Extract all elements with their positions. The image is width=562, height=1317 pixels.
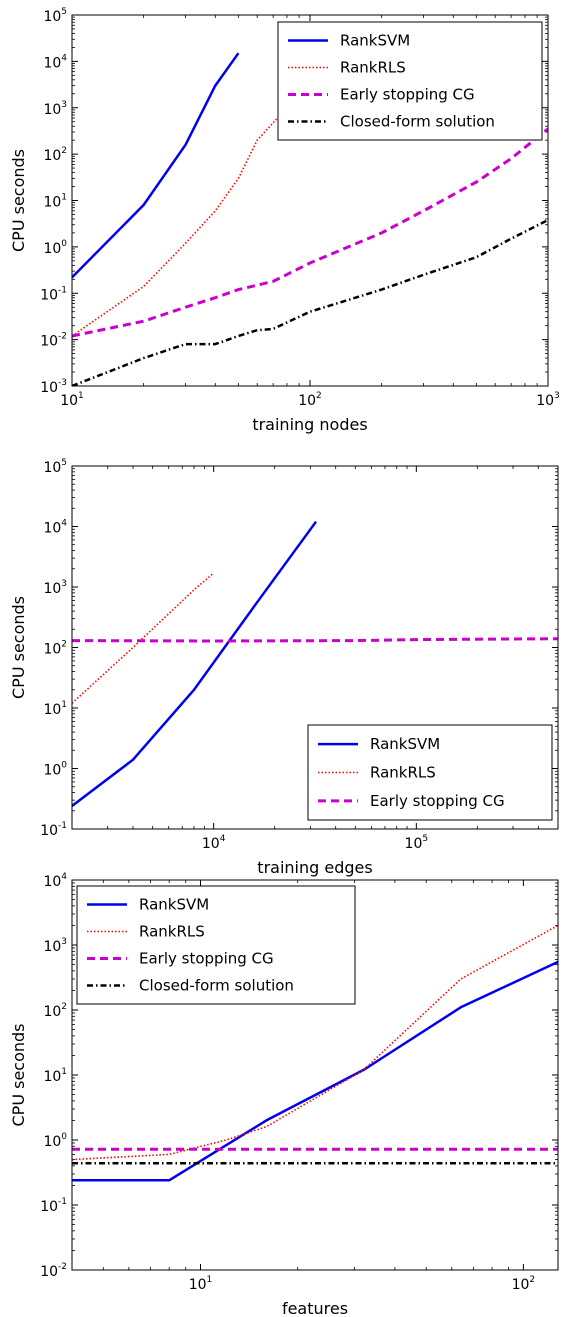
y-tick-label: 101	[43, 193, 67, 211]
y-tick-label: 10-1	[40, 1197, 67, 1215]
series-line-ranksvm	[72, 52, 240, 279]
x-tick-label: 103	[536, 391, 560, 409]
x-tick-label: 102	[512, 1275, 536, 1293]
legend-label: Early stopping CG	[340, 86, 475, 104]
y-tick-label: 100	[43, 761, 67, 779]
y-tick-label: 100	[43, 1132, 67, 1150]
y-tick-label: 104	[43, 519, 67, 537]
legend: RankSVM RankRLS Early stopping CG Closed-fo…	[277, 21, 543, 141]
series-line-closed-form-solution	[72, 218, 548, 386]
y-tick-label: 102	[43, 640, 67, 658]
legend-label: RankSVM	[340, 32, 410, 50]
legend-label: Early stopping CG	[139, 950, 274, 968]
x-tick-label: 102	[298, 391, 322, 409]
y-tick-label: 10-1	[40, 285, 67, 303]
series-line-early-stopping-cg	[72, 127, 548, 338]
y-tick-label: 10-1	[40, 821, 67, 839]
y-tick-label: 104	[43, 53, 67, 71]
legend-label: Closed-form solution	[340, 113, 495, 131]
series-group	[72, 924, 558, 1182]
y-tick-label: 105	[43, 7, 67, 25]
y-tick-label: 10-2	[40, 332, 67, 350]
x-axis-title: training edges	[257, 858, 372, 877]
series-group	[72, 52, 548, 386]
y-tick-label: 100	[43, 239, 67, 257]
x-axis-title: training nodes	[252, 415, 367, 434]
y-tick-label: 102	[43, 146, 67, 164]
x-tick-label: 104	[202, 834, 226, 852]
legend-box	[307, 724, 553, 821]
legend-label: RankRLS	[139, 923, 205, 941]
legend-label: RankRLS	[370, 764, 436, 782]
legend-label: RankSVM	[139, 896, 209, 914]
x-axis-title: features	[282, 1299, 348, 1317]
legend-label: RankSVM	[370, 735, 440, 753]
legend-label: Early stopping CG	[370, 792, 505, 810]
y-tick-label: 10-3	[40, 378, 67, 396]
legend-label: Closed-form solution	[139, 977, 294, 995]
chart-panel-1: 101 102 103 10-3 10-2 10-1 100 101 102 103 104 105 t…	[9, 7, 560, 434]
y-tick-label: 103	[43, 100, 67, 118]
legend: RankSVM RankRLS Early stopping CG Closed-fo…	[76, 885, 356, 1005]
series-line-ranksvm	[72, 960, 558, 1182]
chart-panel-2: 104 105 10-1 100 101 102 103 104 105 training edg…	[9, 458, 559, 877]
y-axis-title: CPU seconds	[9, 1023, 28, 1126]
y-tick-label: 103	[43, 579, 67, 597]
y-tick-label: 105	[43, 458, 67, 476]
x-tick-label: 101	[60, 391, 84, 409]
chart-panel-3: 101 102 10-2 10-1 100 101 102 103 104 features CPU…	[9, 872, 559, 1317]
x-tick-label: 105	[405, 834, 429, 852]
y-axis-title: CPU seconds	[9, 596, 28, 699]
legend-label: RankRLS	[340, 59, 406, 77]
series-line-rankrls	[72, 107, 288, 337]
x-tick-label: 101	[189, 1275, 213, 1293]
legend: RankSVM RankRLS Early stopping CG	[307, 724, 553, 821]
y-tick-label: 103	[43, 937, 67, 955]
y-tick-label: 101	[43, 700, 67, 718]
y-axis-title: CPU seconds	[9, 149, 28, 252]
y-tick-label: 104	[43, 872, 67, 890]
series-line-ranksvm	[72, 520, 318, 807]
series-line-rankrls	[72, 572, 215, 704]
series-group	[72, 520, 558, 807]
y-tick-label: 102	[43, 1002, 67, 1020]
y-tick-label: 10-2	[40, 1262, 67, 1280]
series-line-early-stopping-cg	[72, 637, 558, 643]
y-tick-label: 101	[43, 1067, 67, 1085]
